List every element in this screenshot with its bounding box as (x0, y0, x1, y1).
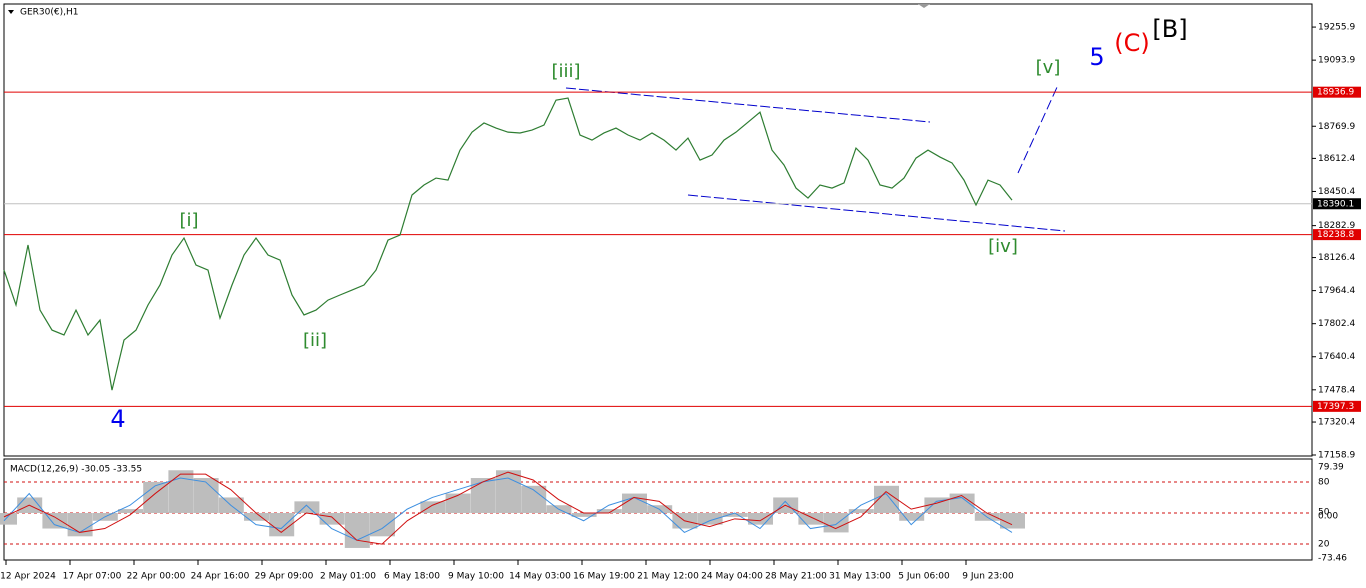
x-tick-label: 9 Jun 23:00 (962, 572, 1014, 582)
x-tick-label: 16 May 19:00 (573, 572, 635, 582)
y-tick-label: 17158.9 (1318, 451, 1355, 461)
macd-bar (949, 493, 975, 513)
chart-title: GER30(€),H1 (20, 8, 78, 18)
wave-label: [i] (179, 210, 198, 231)
macd-bar (445, 493, 471, 513)
projection-line (1017, 84, 1059, 174)
macd-axis-label: 20 (1318, 540, 1330, 550)
level-label-box (1313, 198, 1361, 210)
macd-bar (496, 470, 521, 513)
wave-label: [B] (1152, 15, 1187, 43)
level-label: 18238.8 (1317, 230, 1354, 240)
x-tick-label: 21 May 12:00 (637, 572, 699, 582)
wave-label: 4 (110, 405, 125, 433)
macd-bar (319, 512, 345, 525)
x-tick-label: 31 May 13:00 (829, 572, 891, 582)
wave-label: [iii] (551, 61, 580, 82)
x-tick-label: 28 May 21:00 (765, 572, 827, 582)
x-tick-label: 2 May 01:00 (320, 572, 376, 582)
macd-bar (722, 512, 748, 517)
x-tick-label: 12 Apr 2024 (0, 572, 56, 582)
macd-axis-label: 79.39 (1318, 463, 1344, 473)
macd-bar (697, 512, 723, 525)
level-label-box (1313, 400, 1361, 412)
macd-axis-label: 80 (1318, 478, 1330, 488)
macd-axis-label: -73.46 (1318, 554, 1347, 564)
macd-bar (798, 512, 824, 525)
y-tick-label: 18612.4 (1318, 154, 1355, 164)
x-tick-label: 9 May 10:00 (448, 572, 504, 582)
channel-lower (687, 194, 1066, 232)
y-tick-label: 18282.9 (1318, 221, 1355, 231)
wave-label: 5 (1089, 43, 1104, 71)
macd-bar (823, 512, 849, 533)
y-tick-label: 17802.4 (1318, 319, 1355, 329)
channel-upper (565, 87, 931, 123)
price-panel (3, 3, 1313, 457)
macd-bar (0, 512, 17, 525)
macd-bar (168, 470, 194, 513)
symbol-arrow (8, 10, 14, 14)
macd-title: MACD(12,26,9) -30.05 -33.55 (10, 465, 142, 475)
y-tick-label: 19093.9 (1318, 56, 1355, 66)
macd-bar (596, 509, 622, 513)
macd-bar (244, 512, 269, 521)
level-label: 17397.3 (1317, 402, 1354, 412)
signal-line (3, 471, 1013, 545)
y-tick-label: 19255.9 (1318, 23, 1355, 33)
y-tick-label: 17320.4 (1318, 418, 1355, 428)
wave-label: (C) (1114, 29, 1149, 57)
level-label-box (1313, 229, 1361, 241)
macd-panel (3, 458, 1313, 561)
macd-bar (294, 501, 320, 513)
macd-bar (370, 512, 395, 537)
x-tick-label: 5 Jun 06:00 (898, 572, 950, 582)
x-tick-label: 6 May 18:00 (384, 572, 440, 582)
level-label: 18390.1 (1317, 199, 1354, 209)
macd-bar (848, 509, 874, 513)
y-tick-label: 18450.4 (1318, 187, 1355, 197)
macd-bar (118, 509, 143, 513)
macd-bar (269, 512, 295, 537)
x-tick-label: 29 Apr 09:00 (255, 572, 314, 582)
y-tick-label: 17478.4 (1318, 385, 1355, 395)
y-tick-label: 18769.9 (1318, 122, 1355, 132)
x-tick-label: 24 May 04:00 (701, 572, 763, 582)
macd-bar (899, 512, 925, 521)
x-tick-label: 24 Apr 16:00 (191, 572, 250, 582)
wave-label: [v] (1036, 57, 1061, 78)
y-tick-label: 17964.4 (1318, 286, 1355, 296)
macd-bar (571, 512, 597, 517)
y-tick-label: 17640.4 (1318, 352, 1355, 362)
macd-bar (470, 478, 496, 513)
wave-label: [iv] (988, 236, 1018, 257)
x-tick-label: 17 Apr 07:00 (63, 572, 122, 582)
price-line (3, 97, 1013, 391)
x-tick-label: 22 Apr 00:00 (127, 572, 186, 582)
macd-bar (344, 512, 370, 548)
macd-bar (748, 512, 773, 525)
macd-bar (1000, 512, 1025, 529)
macd-bar (42, 512, 68, 529)
macd-bar (622, 493, 647, 513)
level-label-box (1313, 86, 1361, 98)
macd-axis-label: 50 (1318, 508, 1330, 518)
y-tick-label: 18126.4 (1318, 253, 1355, 263)
macd-bar (193, 478, 219, 513)
wave-label: [ii] (303, 330, 327, 351)
macd-bar (420, 501, 446, 513)
level-label: 18936.9 (1317, 88, 1354, 98)
macd-axis-label: 0.00 (1318, 512, 1338, 522)
shift-marker (918, 4, 930, 8)
x-tick-label: 14 May 03:00 (509, 572, 571, 582)
